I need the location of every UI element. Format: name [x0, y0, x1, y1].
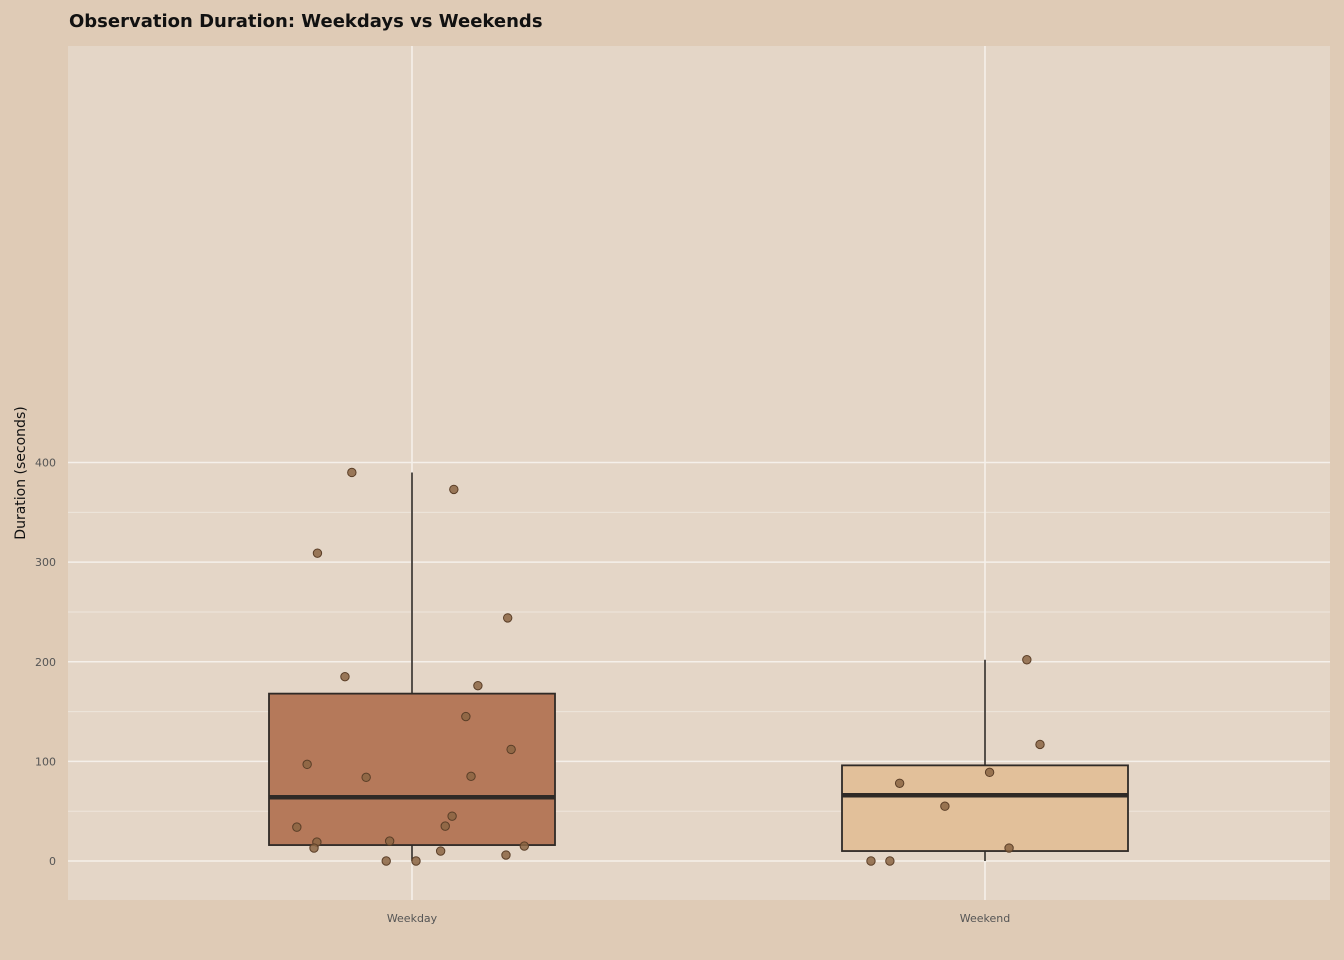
y-axis-label: Duration (seconds)	[13, 406, 29, 539]
data-point	[866, 856, 876, 866]
data-point	[449, 484, 459, 495]
data-point	[435, 846, 446, 856]
data-point	[347, 467, 357, 478]
data-point	[1035, 739, 1045, 750]
data-point	[519, 841, 530, 851]
data-point	[940, 801, 950, 811]
y-tick-label: 200	[35, 656, 56, 669]
y-tick-label: 0	[49, 855, 56, 868]
data-point	[466, 771, 476, 782]
data-point	[501, 850, 511, 860]
data-point	[984, 767, 995, 778]
box-weekend	[841, 764, 1129, 852]
data-point	[473, 680, 483, 691]
data-point	[894, 778, 905, 788]
data-point	[411, 856, 421, 866]
data-point	[302, 759, 312, 770]
data-point	[312, 548, 323, 558]
y-tick-label: 100	[35, 755, 56, 768]
data-point	[361, 772, 371, 783]
y-tick-label: 300	[35, 556, 56, 569]
y-tick-label: 400	[35, 457, 56, 470]
data-point	[447, 811, 457, 821]
data-point	[1022, 655, 1032, 665]
data-point	[1004, 843, 1014, 853]
data-point	[384, 836, 395, 846]
chart-title: Observation Duration: Weekdays vs Weeken…	[69, 11, 543, 32]
axes: 0 100 200 300 400 Weekday Weekend	[35, 457, 1010, 926]
data-point	[440, 821, 450, 831]
data-points	[292, 467, 1045, 866]
data-point	[461, 711, 471, 722]
data-point	[309, 843, 319, 853]
x-tick-label: Weekday	[387, 912, 438, 925]
boxes	[268, 472, 1129, 861]
data-point	[885, 856, 895, 866]
data-point	[381, 856, 391, 866]
data-point	[292, 822, 302, 832]
data-point	[340, 671, 350, 682]
data-point	[502, 613, 513, 623]
x-tick-label: Weekend	[960, 912, 1010, 925]
data-point	[506, 744, 516, 755]
plot-panel	[68, 46, 1330, 900]
box-weekday	[268, 692, 556, 846]
